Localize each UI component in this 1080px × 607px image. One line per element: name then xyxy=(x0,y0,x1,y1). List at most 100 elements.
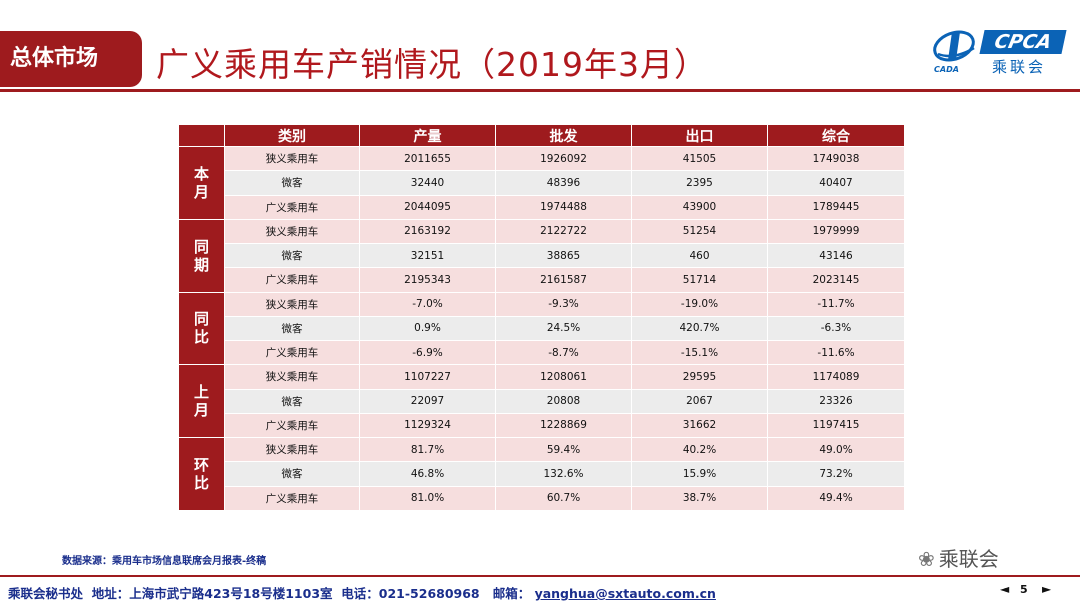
value-cell: 1174089 xyxy=(767,364,905,390)
value-cell: 43900 xyxy=(631,194,768,220)
value-cell: 59.4% xyxy=(495,436,632,463)
category-cell: 广义乘用车 xyxy=(224,194,360,220)
group-label: 上月 xyxy=(193,383,209,420)
value-cell: 15.9% xyxy=(631,461,768,487)
value-cell: 40407 xyxy=(767,170,905,196)
value-cell: 1197415 xyxy=(767,412,905,439)
value-cell: 2122722 xyxy=(495,218,632,245)
category-cell: 广义乘用车 xyxy=(224,412,360,439)
value-cell: 51254 xyxy=(631,218,768,245)
value-cell: 81.0% xyxy=(359,485,496,511)
footer-org: 乘联会秘书处 xyxy=(8,586,84,601)
value-cell: 1208061 xyxy=(495,364,632,390)
group-label: 同期 xyxy=(193,237,209,274)
group-label-cell: 同比 xyxy=(178,291,225,366)
header-corner xyxy=(178,124,225,147)
value-cell: 51714 xyxy=(631,267,768,293)
category-cell: 广义乘用车 xyxy=(224,267,360,293)
value-cell: 1926092 xyxy=(495,145,632,172)
prev-page-icon[interactable]: ◄ xyxy=(1000,582,1010,596)
source-note: 数据来源：乘用车市场信息联席会月报表-终稿 xyxy=(62,556,267,567)
table-row: 上月 狭义乘用车 1107227 1208061 29595 1174089 xyxy=(178,364,905,438)
value-cell: 2161587 xyxy=(495,267,632,293)
value-cell: -7.0% xyxy=(359,291,496,317)
value-cell: 49.4% xyxy=(767,485,905,511)
value-cell: 2395 xyxy=(631,170,768,196)
header-composite: 综合 xyxy=(767,124,905,147)
value-cell: 132.6% xyxy=(495,461,632,487)
value-cell: -11.6% xyxy=(767,339,905,366)
value-cell: 73.2% xyxy=(767,461,905,487)
value-cell: 2195343 xyxy=(359,267,496,293)
title-divider xyxy=(0,89,1080,92)
value-cell: -9.3% xyxy=(495,291,632,317)
value-cell: 2023145 xyxy=(767,267,905,293)
table-header-row: 类别 产量 批发 出口 综合 xyxy=(178,124,905,147)
value-cell: 1129324 xyxy=(359,412,496,439)
value-cell: 1107227 xyxy=(359,364,496,390)
value-cell: 2163192 xyxy=(359,218,496,245)
page-navigator: ◄ 5 ► xyxy=(1000,582,1076,600)
value-cell: 24.5% xyxy=(495,315,632,342)
svg-text:CADA: CADA xyxy=(934,65,959,74)
cpca-emblem-icon: CADA xyxy=(933,30,975,74)
footer-address: 上海市武宁路423号18号楼1103室 xyxy=(129,586,333,601)
category-cell: 狭义乘用车 xyxy=(224,145,360,172)
sales-table: 类别 产量 批发 出口 综合 本月 狭义乘用车 2011655 1926092 4150… xyxy=(178,124,905,511)
value-cell: 48396 xyxy=(495,170,632,196)
wechat-icon: ❀ xyxy=(918,547,935,571)
value-cell: 420.7% xyxy=(631,315,768,342)
value-cell: 38.7% xyxy=(631,485,768,511)
table-row: 广义乘用车 1129324 1228869 31662 1197415 xyxy=(179,412,905,439)
table-row: 微客 32151 38865 460 43146 xyxy=(179,242,905,269)
value-cell: 38865 xyxy=(495,242,632,269)
category-cell: 狭义乘用车 xyxy=(224,436,360,463)
category-cell: 狭义乘用车 xyxy=(224,291,360,317)
value-cell: -6.9% xyxy=(359,339,496,366)
table-row: 广义乘用车 81.0% 60.7% 38.7% 49.4% xyxy=(179,485,905,511)
footer-email-link[interactable]: yanghua@sxtauto.com.cn xyxy=(534,586,716,601)
value-cell: 1974488 xyxy=(495,194,632,220)
table-row: 同期 狭义乘用车 2163192 2122722 51254 1979999 xyxy=(178,218,905,293)
table-row: 广义乘用车 2044095 1974488 43900 1789445 xyxy=(179,194,905,220)
group-label-cell: 上月 xyxy=(178,364,225,438)
wechat-watermark: ❀ 乘联会 xyxy=(918,543,999,572)
header-export: 出口 xyxy=(631,124,768,147)
category-cell: 微客 xyxy=(224,315,360,342)
table-row: 微客 46.8% 132.6% 15.9% 73.2% xyxy=(179,461,905,487)
table-row: 广义乘用车 -6.9% -8.7% -15.1% -11.6% xyxy=(179,339,905,366)
header-wholesale: 批发 xyxy=(495,124,632,147)
value-cell: 1749038 xyxy=(767,145,905,172)
value-cell: -19.0% xyxy=(631,291,768,317)
category-cell: 微客 xyxy=(224,242,360,269)
value-cell: 31662 xyxy=(631,412,768,439)
value-cell: 1789445 xyxy=(767,194,905,220)
value-cell: 20808 xyxy=(495,388,632,414)
table-row: 同比 狭义乘用车 -7.0% -9.3% -19.0% -11.7% xyxy=(178,291,905,366)
page-title: 广义乘用车产销情况（2019年3月） xyxy=(156,45,708,84)
group-label: 本月 xyxy=(193,164,209,201)
value-cell: 460 xyxy=(631,242,768,269)
group-label: 同比 xyxy=(193,310,209,347)
table-row: 广义乘用车 2195343 2161587 51714 2023145 xyxy=(179,267,905,293)
value-cell: 46.8% xyxy=(359,461,496,487)
footer-email-label: 邮箱： xyxy=(492,586,531,601)
section-tab: 总体市场 xyxy=(0,31,142,87)
value-cell: 23326 xyxy=(767,388,905,414)
value-cell: 2011655 xyxy=(359,145,496,172)
table-row: 环比 狭义乘用车 81.7% 59.4% 40.2% 49.0% xyxy=(178,436,905,511)
category-cell: 微客 xyxy=(224,461,360,487)
value-cell: 22097 xyxy=(359,388,496,414)
category-cell: 狭义乘用车 xyxy=(224,218,360,245)
footer-divider xyxy=(0,575,1080,577)
value-cell: -11.7% xyxy=(767,291,905,317)
value-cell: 43146 xyxy=(767,242,905,269)
value-cell: 81.7% xyxy=(359,436,496,463)
value-cell: 29595 xyxy=(631,364,768,390)
value-cell: 40.2% xyxy=(631,436,768,463)
value-cell: -6.3% xyxy=(767,315,905,342)
category-cell: 狭义乘用车 xyxy=(224,364,360,390)
next-page-icon[interactable]: ► xyxy=(1042,582,1052,596)
cpca-logo: CADA CPCA 乘联会 xyxy=(930,26,1070,76)
value-cell: 32151 xyxy=(359,242,496,269)
